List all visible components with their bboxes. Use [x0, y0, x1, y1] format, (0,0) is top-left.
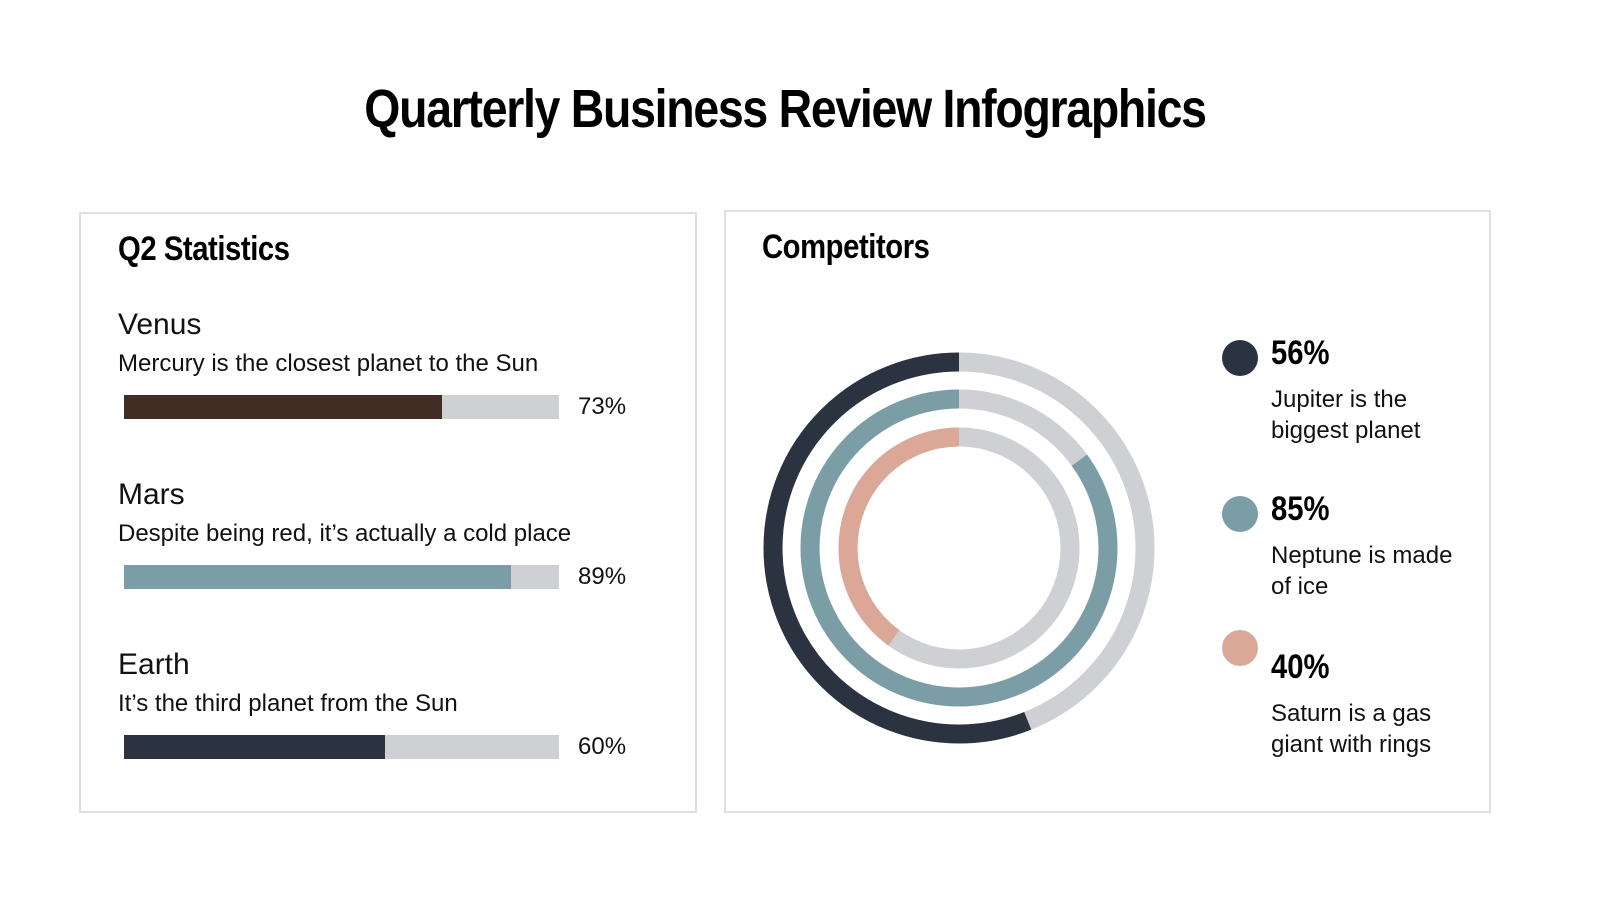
stat-name: Mars — [118, 478, 185, 511]
concentric-donut-chart — [763, 352, 1155, 744]
legend-percentage: 56% — [1271, 334, 1330, 372]
stat-name: Venus — [118, 308, 202, 341]
bar-value: 89% — [578, 563, 627, 590]
bar-track — [124, 565, 559, 589]
competitors-card: Competitors 56% Jupiter is the biggest p… — [724, 210, 1491, 813]
stat-earth: Earth It’s the third planet from the Sun… — [118, 648, 678, 761]
stat-mars: Mars Despite being red, it’s actually a … — [118, 478, 678, 591]
page-title: Quarterly Business Review Infographics — [364, 79, 1207, 139]
bar-fill — [124, 735, 385, 759]
progress-bar: 60% — [118, 733, 678, 761]
stat-description: Despite being red, it’s actually a cold … — [118, 520, 572, 547]
legend-description: Neptune is made of ice — [1271, 542, 1453, 600]
q2-statistics-title: Q2 Statistics — [118, 230, 290, 268]
competitors-title: Competitors — [762, 228, 930, 266]
bar-track — [124, 735, 559, 759]
bar-value: 60% — [578, 733, 627, 760]
bar-value: 73% — [578, 393, 627, 420]
q2-statistics-card: Q2 Statistics Venus Mercury is the close… — [79, 212, 697, 813]
bar-fill — [124, 565, 512, 589]
legend-description: Jupiter is the biggest planet — [1271, 386, 1421, 444]
bar-track — [124, 395, 559, 419]
progress-bar: 89% — [118, 563, 678, 591]
stat-description: It’s the third planet from the Sun — [118, 690, 458, 717]
bar-fill — [124, 395, 442, 419]
stat-name: Earth — [118, 648, 190, 681]
ring-progress-arc — [838, 427, 1080, 669]
stat-description: Mercury is the closest planet to the Sun — [118, 350, 539, 377]
ring-progress-arc — [800, 389, 1118, 707]
legend-dot-icon — [1222, 630, 1258, 666]
legend-dot-icon — [1222, 496, 1258, 532]
legend-percentage: 40% — [1271, 648, 1330, 686]
legend-description: Saturn is a gas giant with rings — [1271, 700, 1432, 758]
progress-bar: 73% — [118, 393, 678, 421]
legend-percentage: 85% — [1271, 490, 1330, 528]
stat-venus: Venus Mercury is the closest planet to t… — [118, 308, 678, 421]
ring-progress-arc — [763, 352, 1155, 744]
legend-dot-icon — [1222, 340, 1258, 376]
